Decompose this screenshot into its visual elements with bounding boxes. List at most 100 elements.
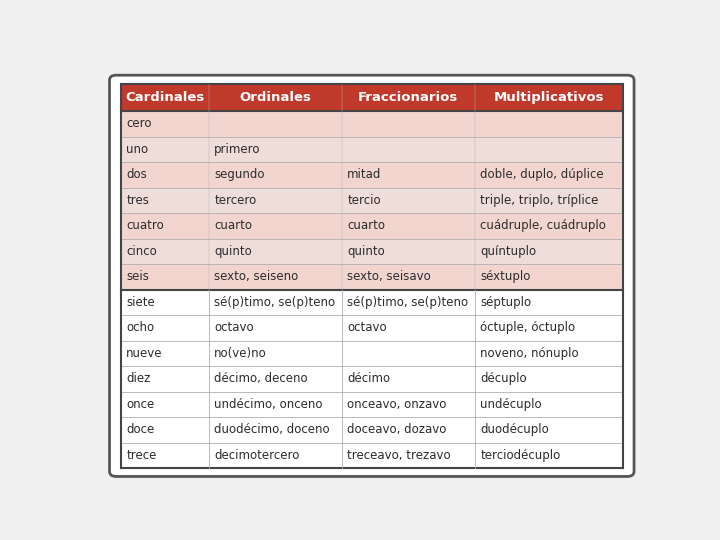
- Bar: [474, 443, 623, 468]
- Text: segundo: segundo: [214, 168, 265, 181]
- Bar: [474, 366, 623, 391]
- Bar: [121, 137, 209, 162]
- Bar: [474, 213, 623, 239]
- Text: cuádruple, cuádruplo: cuádruple, cuádruplo: [480, 219, 606, 232]
- Text: quíntuplo: quíntuplo: [480, 245, 536, 258]
- Text: Multiplicativos: Multiplicativos: [494, 91, 604, 104]
- Bar: [342, 84, 474, 111]
- Text: Cardinales: Cardinales: [125, 91, 204, 104]
- Text: undécuplo: undécuplo: [480, 398, 542, 411]
- Bar: [342, 213, 474, 239]
- Bar: [474, 289, 623, 315]
- Text: sé(p)timo, se(p)teno: sé(p)timo, se(p)teno: [347, 296, 469, 309]
- Bar: [209, 162, 342, 188]
- Text: sexto, seiseno: sexto, seiseno: [214, 271, 298, 284]
- Text: nueve: nueve: [126, 347, 163, 360]
- Bar: [209, 417, 342, 443]
- Bar: [209, 188, 342, 213]
- Bar: [209, 84, 342, 111]
- Text: octavo: octavo: [347, 321, 387, 334]
- Bar: [342, 315, 474, 341]
- Bar: [121, 111, 209, 137]
- Bar: [121, 443, 209, 468]
- Text: seis: seis: [126, 271, 149, 284]
- Text: Fraccionarios: Fraccionarios: [358, 91, 459, 104]
- Text: quinto: quinto: [214, 245, 252, 258]
- Text: terciodécuplo: terciodécuplo: [480, 449, 561, 462]
- Text: sexto, seisavo: sexto, seisavo: [347, 271, 431, 284]
- Bar: [209, 392, 342, 417]
- Text: cuarto: cuarto: [347, 219, 385, 232]
- Bar: [474, 137, 623, 162]
- Bar: [209, 366, 342, 391]
- Bar: [209, 239, 342, 264]
- Bar: [121, 188, 209, 213]
- Bar: [342, 111, 474, 137]
- Text: décimo: décimo: [347, 373, 390, 386]
- Bar: [342, 366, 474, 391]
- Bar: [209, 137, 342, 162]
- Text: triple, triplo, tríplice: triple, triplo, tríplice: [480, 194, 599, 207]
- Text: doceavo, dozavo: doceavo, dozavo: [347, 423, 446, 436]
- Text: quinto: quinto: [347, 245, 385, 258]
- Text: cero: cero: [126, 118, 152, 131]
- Text: trece: trece: [126, 449, 157, 462]
- Bar: [209, 315, 342, 341]
- Bar: [209, 213, 342, 239]
- Text: tercero: tercero: [214, 194, 256, 207]
- Text: no(ve)no: no(ve)no: [214, 347, 267, 360]
- Text: duodécimo, doceno: duodécimo, doceno: [214, 423, 330, 436]
- Text: décimo, deceno: décimo, deceno: [214, 373, 307, 386]
- Text: treceavo, trezavo: treceavo, trezavo: [347, 449, 451, 462]
- Bar: [474, 162, 623, 188]
- Text: Ordinales: Ordinales: [239, 91, 311, 104]
- Bar: [121, 392, 209, 417]
- Bar: [121, 213, 209, 239]
- Bar: [342, 137, 474, 162]
- Text: siete: siete: [126, 296, 155, 309]
- Text: diez: diez: [126, 373, 150, 386]
- Bar: [209, 289, 342, 315]
- Bar: [121, 417, 209, 443]
- Text: uno: uno: [126, 143, 148, 156]
- Text: mitad: mitad: [347, 168, 382, 181]
- Text: octavo: octavo: [214, 321, 253, 334]
- Text: primero: primero: [214, 143, 261, 156]
- Bar: [209, 443, 342, 468]
- Text: doble, duplo, dúplice: doble, duplo, dúplice: [480, 168, 604, 181]
- Bar: [342, 341, 474, 366]
- Text: tercio: tercio: [347, 194, 381, 207]
- Bar: [121, 84, 209, 111]
- Text: séxtuplo: séxtuplo: [480, 271, 531, 284]
- Bar: [121, 315, 209, 341]
- Text: dos: dos: [126, 168, 147, 181]
- Text: duodécuplo: duodécuplo: [480, 423, 549, 436]
- Bar: [209, 111, 342, 137]
- Text: doce: doce: [126, 423, 155, 436]
- Bar: [342, 443, 474, 468]
- Bar: [474, 111, 623, 137]
- Bar: [474, 188, 623, 213]
- Text: noveno, nónuplo: noveno, nónuplo: [480, 347, 579, 360]
- Bar: [474, 315, 623, 341]
- Text: óctuple, óctuplo: óctuple, óctuplo: [480, 321, 575, 334]
- Bar: [342, 392, 474, 417]
- Bar: [474, 392, 623, 417]
- Bar: [474, 264, 623, 289]
- Bar: [209, 341, 342, 366]
- Bar: [474, 341, 623, 366]
- Text: undécimo, onceno: undécimo, onceno: [214, 398, 323, 411]
- Text: cinco: cinco: [126, 245, 157, 258]
- Bar: [342, 264, 474, 289]
- Text: tres: tres: [126, 194, 149, 207]
- Text: décuplo: décuplo: [480, 373, 527, 386]
- Bar: [209, 264, 342, 289]
- Bar: [342, 162, 474, 188]
- Text: cuarto: cuarto: [214, 219, 252, 232]
- Text: cuatro: cuatro: [126, 219, 164, 232]
- Bar: [342, 188, 474, 213]
- Text: sé(p)timo, se(p)teno: sé(p)timo, se(p)teno: [214, 296, 336, 309]
- Text: onceavo, onzavo: onceavo, onzavo: [347, 398, 446, 411]
- Bar: [121, 289, 209, 315]
- Bar: [474, 417, 623, 443]
